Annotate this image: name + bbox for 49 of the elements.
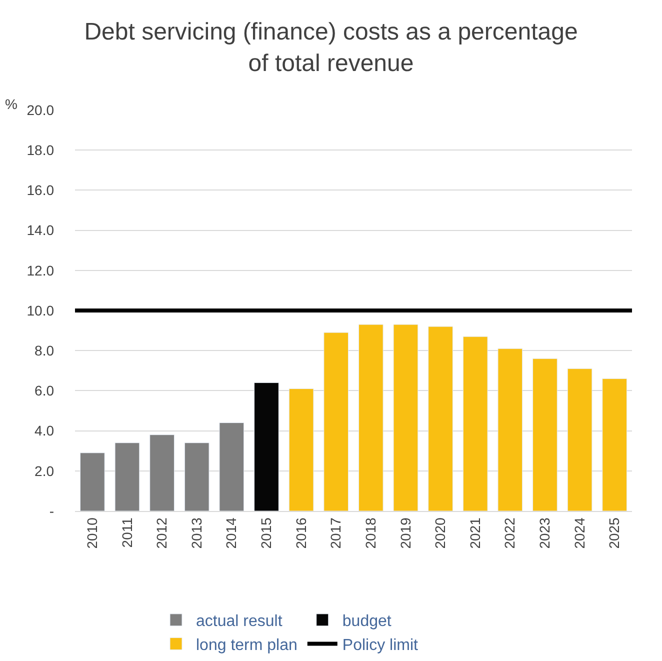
y-tick-label: 6.0 xyxy=(34,382,54,399)
bar xyxy=(532,358,558,511)
bar xyxy=(150,434,174,511)
x-tick-label: 2017 xyxy=(328,517,344,549)
x-tick-label: 2025 xyxy=(606,517,622,549)
x-tick-label: 2010 xyxy=(84,517,100,549)
y-tick-label: 2.0 xyxy=(34,462,54,479)
x-tick-label: 2016 xyxy=(292,517,309,549)
bar xyxy=(114,442,140,511)
bar xyxy=(428,326,453,511)
x-tick-label: 2014 xyxy=(223,517,240,549)
bar xyxy=(184,442,210,511)
x-tick-label: 2024 xyxy=(571,517,588,549)
y-tick-label: - xyxy=(49,502,54,519)
bar xyxy=(219,422,244,511)
legend-label: actual result xyxy=(196,613,283,630)
y-axis-title: % xyxy=(5,96,18,112)
x-tick-label: 2018 xyxy=(362,517,378,549)
legend-label: long term plan xyxy=(196,636,298,654)
x-tick-label: 2011 xyxy=(118,517,135,548)
bar xyxy=(393,324,418,511)
x-tick-label: 2012 xyxy=(154,517,170,549)
y-tick-label: 16.0 xyxy=(26,182,54,198)
legend-label: Policy limit xyxy=(342,636,419,654)
x-tick-label: 2015 xyxy=(258,517,274,549)
x-tick-label: 2021 xyxy=(466,517,483,549)
x-tick-label: 2022 xyxy=(502,517,518,549)
bar xyxy=(462,336,488,511)
bar xyxy=(324,332,349,511)
y-tick-label: 8.0 xyxy=(34,342,54,358)
x-tick-label: 2019 xyxy=(397,517,414,549)
y-tick-label: 10.0 xyxy=(26,302,54,318)
x-tick-label: 2013 xyxy=(188,517,204,549)
bar xyxy=(498,348,523,511)
chart-title: Debt servicing (finance) costs as a percentage of total revenue xyxy=(84,18,578,77)
y-tick-label: 14.0 xyxy=(26,222,54,238)
y-tick-label: 12.0 xyxy=(26,262,54,278)
legend-label: budget xyxy=(342,613,392,630)
x-tick-label: 2020 xyxy=(432,517,448,549)
bar xyxy=(602,378,628,511)
bar xyxy=(80,452,105,511)
bar xyxy=(358,324,384,511)
y-tick-label: 20.0 xyxy=(26,102,54,118)
bar xyxy=(288,388,314,511)
y-tick-label: 18.0 xyxy=(26,142,54,158)
bar xyxy=(254,382,279,511)
y-tick-label: 4.0 xyxy=(34,422,54,439)
bar xyxy=(567,368,592,511)
x-tick-label: 2023 xyxy=(536,517,553,549)
